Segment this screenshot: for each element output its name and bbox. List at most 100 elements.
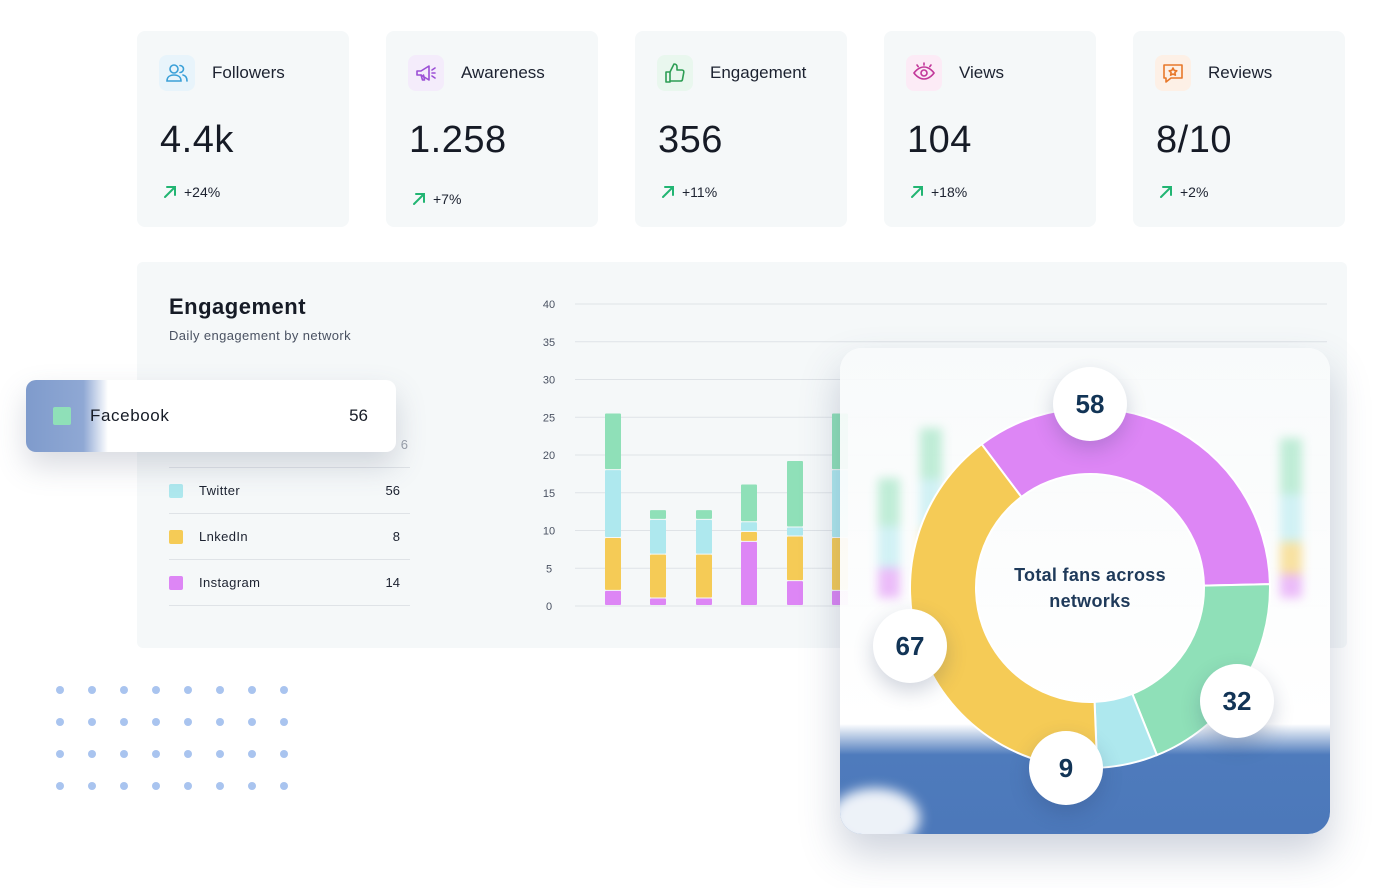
legend-row-facebook-floating[interactable]: Facebook 56 [26, 380, 396, 452]
kpi-change: +18% [909, 184, 967, 200]
donut-value-bubble-facebook: 32 [1200, 664, 1274, 738]
grid-dot [280, 718, 288, 726]
bar-segment-facebook[interactable] [650, 510, 666, 519]
y-tick-label: 25 [543, 412, 555, 424]
legend-name: LnkedIn [199, 529, 249, 544]
grid-dot [248, 782, 256, 790]
legend-value: 8 [392, 529, 400, 544]
grid-dot [184, 686, 192, 694]
y-tick-label: 10 [543, 526, 555, 538]
bar-segment-instagram[interactable] [650, 598, 666, 605]
donut-value-bubble-instagram: 58 [1053, 367, 1127, 441]
legend-row-hidden: 6 [169, 422, 410, 468]
grid-dot [120, 686, 128, 694]
kpi-change: +24% [162, 184, 220, 200]
bar-segment-twitter[interactable] [605, 470, 621, 538]
kpi-value: 1.258 [409, 119, 507, 161]
legend-swatch [53, 407, 71, 425]
y-tick-label: 0 [546, 601, 552, 613]
total-fans-donut [909, 407, 1271, 769]
donut-value-bubble-twitter: 9 [1029, 731, 1103, 805]
bar-segment-instagram[interactable] [605, 590, 621, 605]
bar-segment-lnkedin[interactable] [787, 536, 803, 581]
kpi-card-reviews[interactable]: Reviews 8/10 +2% [1133, 31, 1345, 227]
blurred-background-bar [878, 478, 900, 598]
bar-segment-lnkedin[interactable] [605, 538, 621, 590]
bar-segment-facebook[interactable] [696, 510, 712, 519]
donut-slice-lnkedin[interactable] [909, 442, 1099, 769]
kpi-change: +2% [1158, 184, 1208, 200]
grid-dot [280, 782, 288, 790]
panel-subtitle: Daily engagement by network [169, 328, 352, 343]
legend-row-instagram[interactable]: Instagram 14 [169, 560, 410, 606]
bar-segment-twitter[interactable] [787, 527, 803, 536]
bar-segment-twitter[interactable] [696, 519, 712, 554]
grid-dot [184, 782, 192, 790]
trend-up-icon [662, 186, 674, 198]
kpi-change: +7% [411, 191, 461, 207]
y-tick-label: 35 [543, 337, 555, 349]
y-tick-label: 20 [543, 450, 555, 462]
panel-title: Engagement [169, 294, 307, 319]
bar-segment-instagram[interactable] [787, 581, 803, 605]
kpi-card-awareness[interactable]: Awareness 1.258 +7% [386, 31, 598, 227]
grid-dot [248, 718, 256, 726]
grid-dot [216, 750, 224, 758]
trend-up-icon [413, 193, 425, 205]
kpi-label: Awareness [461, 63, 545, 82]
bar-segment-twitter[interactable] [650, 519, 666, 554]
legend-name: Twitter [199, 483, 241, 498]
grid-dot [120, 750, 128, 758]
bar-segment-facebook[interactable] [605, 413, 621, 470]
eye-icon [906, 55, 942, 91]
bar-segment-facebook[interactable] [787, 461, 803, 527]
bar-segment-instagram[interactable] [696, 598, 712, 605]
grid-dot [216, 718, 224, 726]
kpi-label: Views [959, 63, 1005, 82]
kpi-card-views[interactable]: Views 104 +18% [884, 31, 1096, 227]
legend-swatch [169, 575, 183, 590]
donut-slice-instagram[interactable] [980, 407, 1271, 587]
grid-dot [152, 718, 160, 726]
grid-dot [88, 750, 96, 758]
total-fans-card[interactable]: Total fans across networks 58 32 9 67 [840, 348, 1330, 834]
legend-name: Instagram [199, 575, 261, 590]
megaphone-icon [408, 55, 444, 91]
grid-dot [56, 750, 64, 758]
bar-segment-lnkedin[interactable] [741, 532, 757, 541]
y-tick-label: 30 [543, 375, 555, 387]
kpi-label: Reviews [1208, 63, 1273, 82]
kpi-value: 8/10 [1156, 119, 1232, 161]
legend-swatch [169, 483, 183, 498]
grid-dot [56, 718, 64, 726]
y-tick-label: 40 [543, 299, 555, 311]
legend-value: 56 [385, 483, 400, 498]
users-icon [159, 55, 195, 91]
bar-segment-facebook[interactable] [741, 484, 757, 522]
legend-swatch [169, 529, 183, 544]
trend-up-icon [1160, 186, 1172, 198]
legend-name: Facebook [90, 406, 170, 425]
bar-segment-instagram[interactable] [741, 541, 757, 605]
kpi-change-value: +7% [433, 191, 462, 207]
grid-dot [56, 686, 64, 694]
grid-dot [280, 750, 288, 758]
kpi-value: 104 [907, 119, 972, 161]
legend-row-twitter[interactable]: Twitter 56 [169, 468, 410, 514]
grid-dot [184, 750, 192, 758]
legend-value: 14 [385, 575, 400, 590]
grid-dot [152, 686, 160, 694]
bar-segment-lnkedin[interactable] [696, 554, 712, 598]
grid-dot [184, 718, 192, 726]
bar-segment-twitter[interactable] [741, 522, 757, 532]
kpi-card-followers[interactable]: Followers 4.4k +24% [137, 31, 349, 227]
y-tick-label: 15 [543, 488, 555, 500]
grid-dot [216, 782, 224, 790]
bar-segment-lnkedin[interactable] [650, 554, 666, 598]
kpi-change-value: +18% [931, 184, 968, 200]
trend-up-icon [911, 186, 923, 198]
kpi-card-engagement[interactable]: Engagement 356 +11% [635, 31, 847, 227]
grid-dot [248, 686, 256, 694]
trend-up-icon [164, 186, 176, 198]
legend-row-linkedin[interactable]: LnkedIn 8 [169, 514, 410, 560]
